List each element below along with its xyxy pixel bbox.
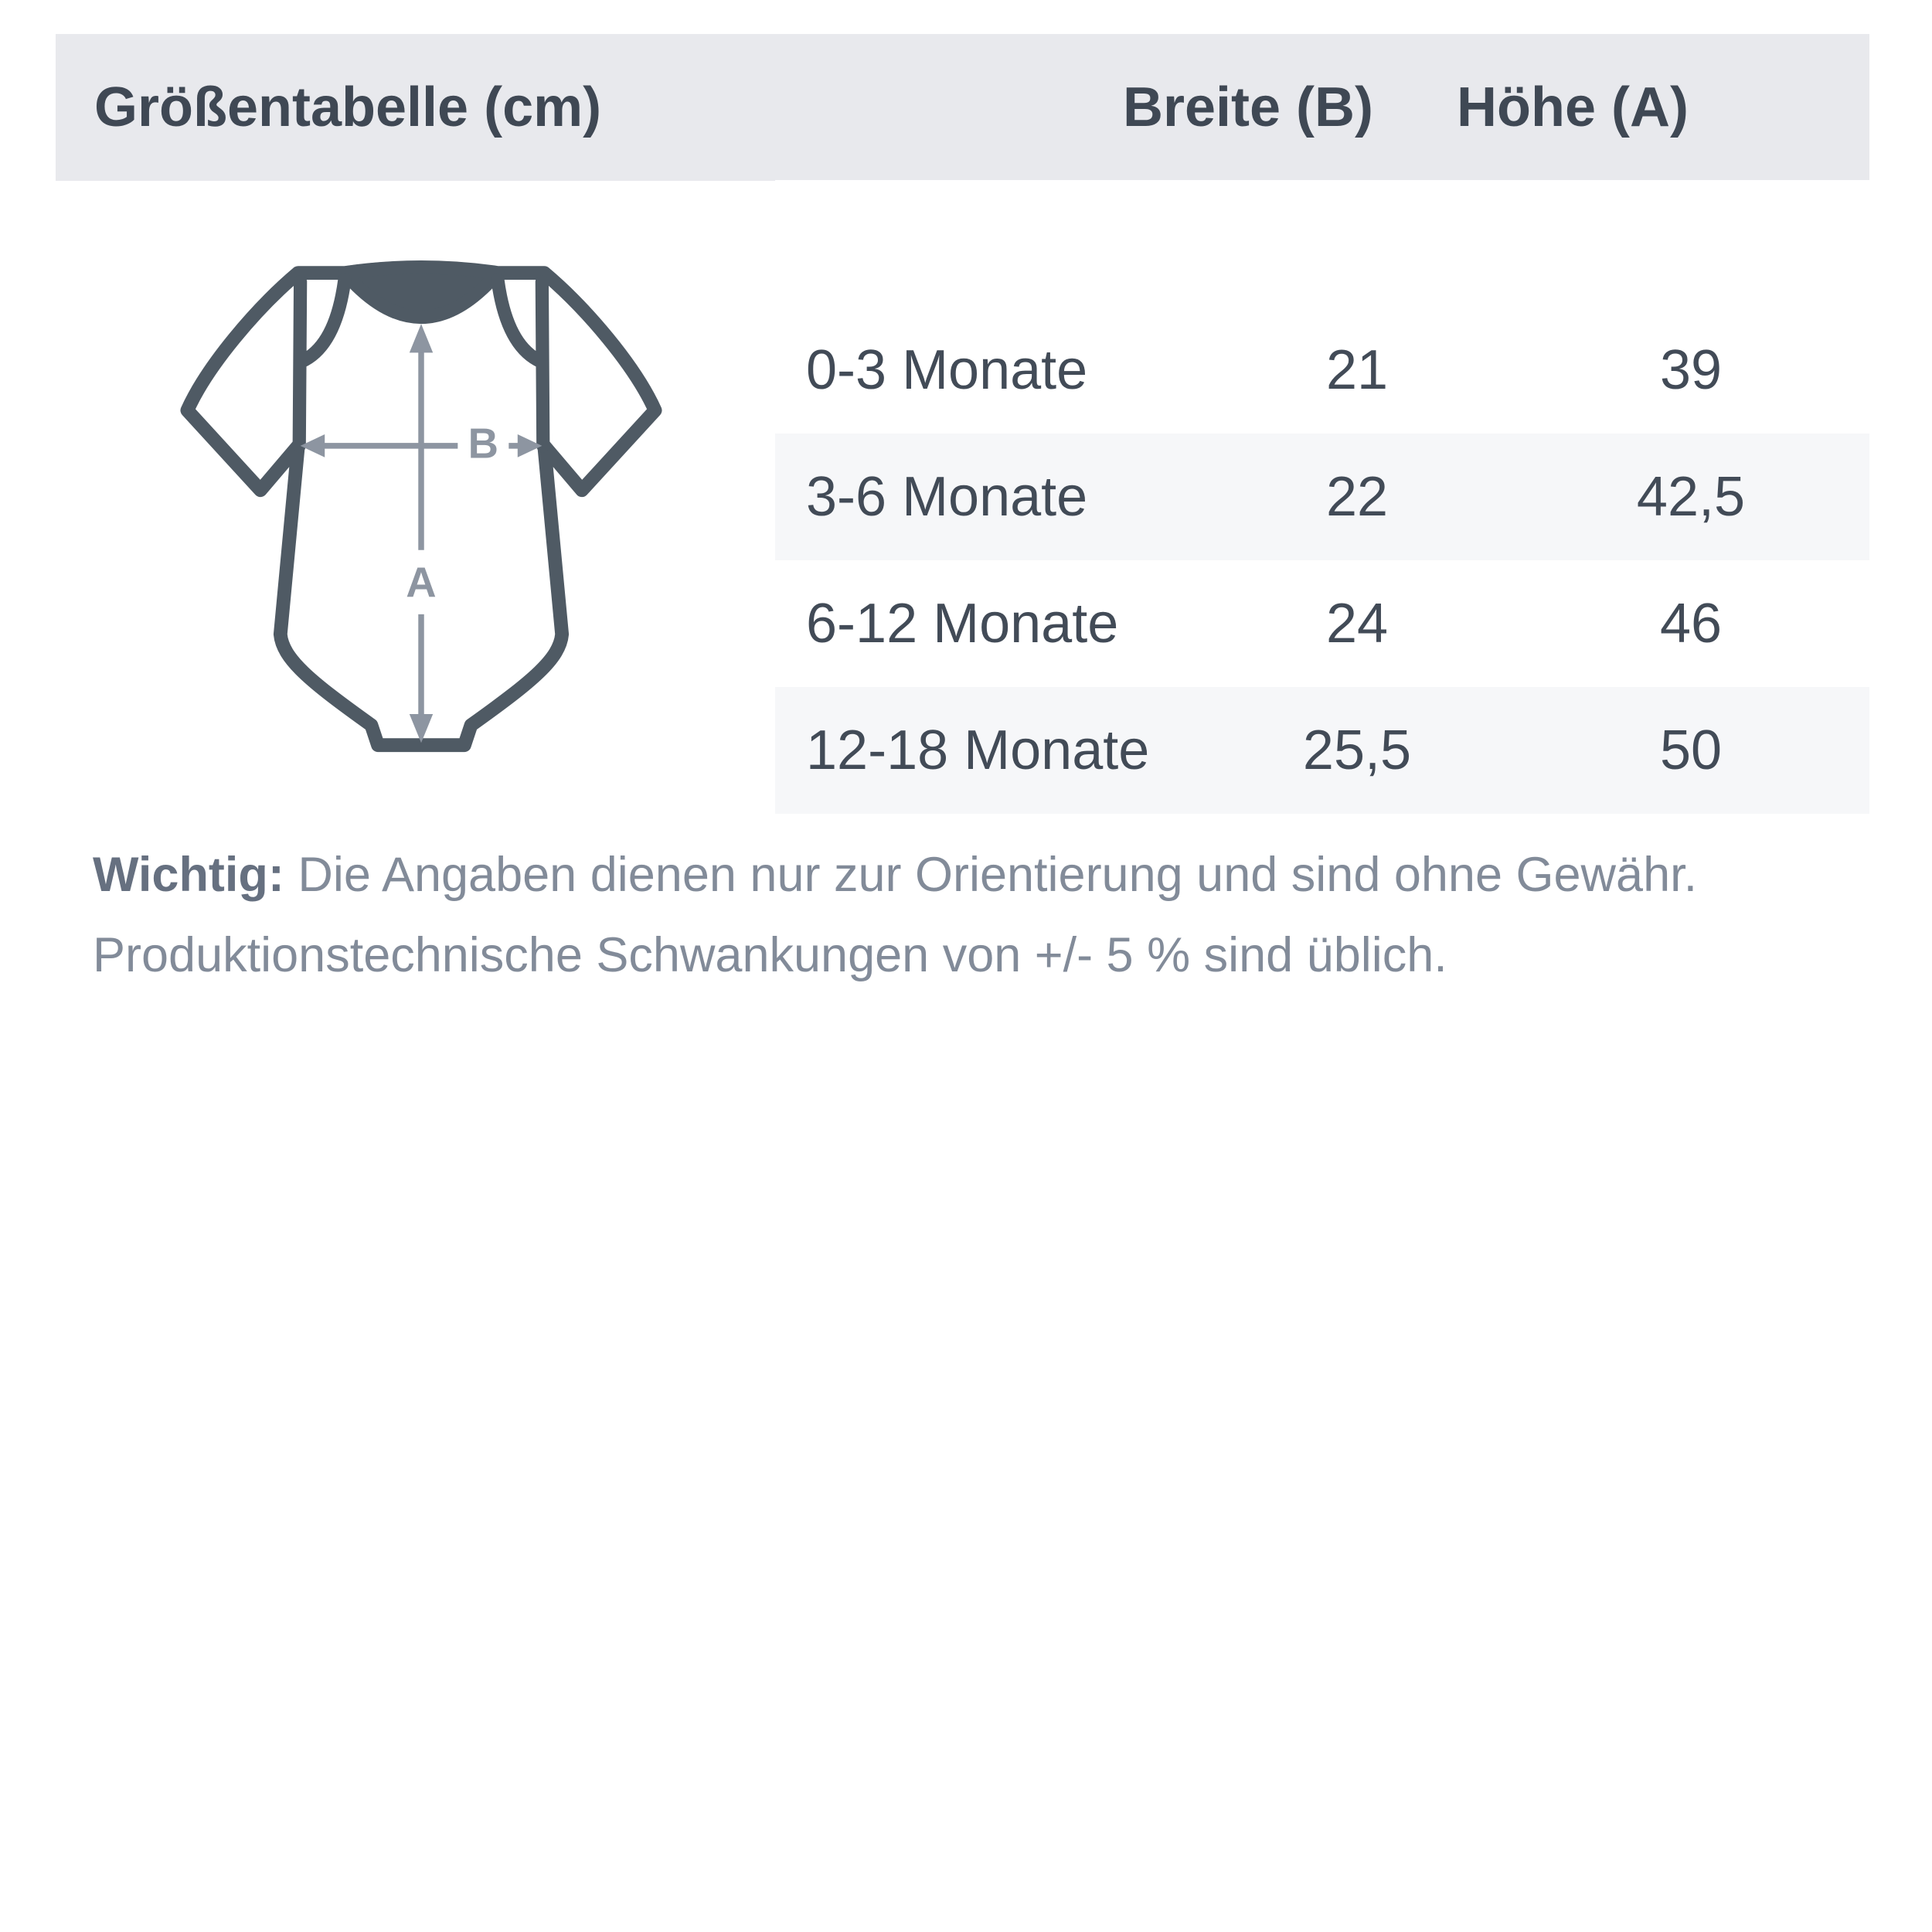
disclaimer-text-2: Produktionstechnische Schwankungen von +… bbox=[93, 928, 1447, 982]
size-label: 3-6 Monate bbox=[806, 466, 1088, 528]
baby-bodysuit-diagram: A B bbox=[180, 260, 662, 753]
disclaimer-line-1: Wichtig: Die Angaben dienen nur zur Orie… bbox=[93, 835, 1839, 915]
column-header-breite: Breite (B) bbox=[1122, 77, 1374, 138]
disclaimer-lead: Wichtig: bbox=[93, 848, 284, 902]
breite-value: 22 bbox=[1325, 466, 1389, 528]
size-chart-header: Größentabelle (cm) Breite (B) Höhe (A) bbox=[56, 34, 1869, 181]
breite-value: 24 bbox=[1325, 593, 1389, 655]
table-row: 0-3 Monate 21 39 bbox=[775, 307, 1869, 434]
size-chart-title: Größentabelle (cm) bbox=[94, 77, 602, 138]
table-row bbox=[775, 180, 1869, 307]
size-table: 0-3 Monate 21 39 3-6 Monate 22 42,5 6-12… bbox=[775, 180, 1869, 814]
size-label: 0-3 Monate bbox=[806, 339, 1088, 401]
height-label-a: A bbox=[406, 559, 436, 606]
hoehe-value: 42,5 bbox=[1636, 466, 1746, 528]
table-row: 12-18 Monate 25,5 50 bbox=[775, 687, 1869, 814]
size-label: 12-18 Monate bbox=[806, 719, 1150, 781]
hoehe-value: 46 bbox=[1659, 593, 1723, 655]
breite-value: 21 bbox=[1325, 339, 1389, 401]
size-label: 6-12 Monate bbox=[806, 593, 1119, 655]
breite-value: 25,5 bbox=[1302, 719, 1412, 781]
table-row: 6-12 Monate 24 46 bbox=[775, 560, 1869, 687]
hoehe-value: 50 bbox=[1659, 719, 1723, 781]
width-label-b: B bbox=[468, 420, 498, 468]
disclaimer-text-1: Die Angaben dienen nur zur Orientierung … bbox=[298, 848, 1698, 902]
disclaimer-line-2: Produktionstechnische Schwankungen von +… bbox=[93, 915, 1839, 995]
table-row: 3-6 Monate 22 42,5 bbox=[775, 434, 1869, 560]
disclaimer-note: Wichtig: Die Angaben dienen nur zur Orie… bbox=[93, 835, 1839, 995]
column-header-hoehe: Höhe (A) bbox=[1457, 77, 1689, 138]
hoehe-value: 39 bbox=[1659, 339, 1723, 401]
width-arrow-b-icon: B bbox=[300, 420, 543, 468]
